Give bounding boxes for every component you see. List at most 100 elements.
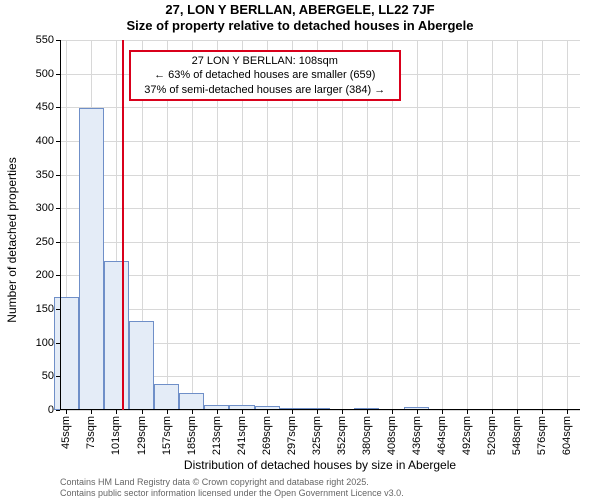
gridline [60,141,580,142]
y-tick-label: 500 [24,68,54,80]
x-tick-mark [417,410,418,414]
y-tick-label: 350 [24,169,54,181]
v-gridline [542,40,543,410]
footer-line2: Contains public sector information licen… [60,488,404,499]
x-tick-label: 492sqm [461,416,473,455]
y-axis-label: Number of detached properties [5,110,19,370]
y-tick-label: 250 [24,236,54,248]
x-tick-label: 129sqm [136,416,148,455]
y-tick-mark [56,343,60,344]
title-line1: 27, LON Y BERLLAN, ABERGELE, LL22 7JF [0,2,600,17]
x-tick-mark [217,410,218,414]
y-tick-label: 200 [24,269,54,281]
v-gridline [442,40,443,410]
x-tick-mark [91,410,92,414]
v-gridline [517,40,518,410]
x-tick-label: 157sqm [161,416,173,455]
gridline [60,309,580,310]
x-tick-label: 213sqm [211,416,223,455]
x-tick-mark [242,410,243,414]
x-tick-mark [392,410,393,414]
x-tick-label: 101sqm [110,416,122,455]
y-tick-mark [56,309,60,310]
y-tick-mark [56,40,60,41]
x-tick-mark [367,410,368,414]
x-tick-mark [342,410,343,414]
y-tick-label: 100 [24,337,54,349]
y-tick-mark [56,376,60,377]
gridline [60,275,580,276]
gridline [60,107,580,108]
title-line2: Size of property relative to detached ho… [0,18,600,33]
annotation-line2: ← 63% of detached houses are smaller (65… [135,68,395,82]
x-tick-label: 325sqm [311,416,323,455]
histogram-bar [154,384,179,410]
x-tick-mark [267,410,268,414]
annotation-box: 27 LON Y BERLLAN: 108sqm← 63% of detache… [129,50,401,101]
x-tick-label: 464sqm [436,416,448,455]
chart-root: 27, LON Y BERLLAN, ABERGELE, LL22 7JF Si… [0,0,600,500]
x-tick-mark [542,410,543,414]
gridline [60,175,580,176]
x-tick-label: 520sqm [486,416,498,455]
reference-line [122,40,124,410]
x-tick-mark [192,410,193,414]
y-tick-mark [56,107,60,108]
y-tick-label: 0 [24,404,54,416]
x-tick-label: 45sqm [60,416,72,449]
annotation-line1: 27 LON Y BERLLAN: 108sqm [135,54,395,68]
y-axis-line [60,40,61,410]
histogram-bar [104,261,129,410]
v-gridline [567,40,568,410]
x-axis-line [60,409,580,410]
footer-attribution: Contains HM Land Registry data © Crown c… [60,477,404,499]
x-axis-label: Distribution of detached houses by size … [60,458,580,472]
x-tick-mark [467,410,468,414]
x-tick-mark [292,410,293,414]
gridline [60,208,580,209]
x-tick-mark [167,410,168,414]
x-tick-mark [66,410,67,414]
x-tick-mark [116,410,117,414]
x-tick-label: 548sqm [511,416,523,455]
x-tick-label: 269sqm [261,416,273,455]
histogram-bar [79,108,104,410]
y-tick-label: 50 [24,370,54,382]
x-tick-label: 73sqm [85,416,97,449]
y-tick-label: 450 [24,101,54,113]
x-tick-label: 380sqm [361,416,373,455]
gridline [60,410,580,411]
y-tick-label: 150 [24,303,54,315]
v-gridline [417,40,418,410]
x-tick-mark [317,410,318,414]
gridline [60,242,580,243]
histogram-bar [129,321,154,410]
histogram-bar [179,393,204,410]
histogram-bar [54,297,79,410]
x-tick-label: 408sqm [386,416,398,455]
x-tick-mark [492,410,493,414]
x-tick-label: 604sqm [561,416,573,455]
y-tick-mark [56,275,60,276]
x-tick-label: 241sqm [236,416,248,455]
y-tick-mark [56,208,60,209]
v-gridline [467,40,468,410]
y-tick-mark [56,74,60,75]
plot-area: 05010015020025030035040045050055045sqm73… [60,40,580,410]
v-gridline [492,40,493,410]
y-tick-label: 400 [24,135,54,147]
y-tick-mark [56,410,60,411]
y-tick-mark [56,175,60,176]
annotation-line3: 37% of semi-detached houses are larger (… [135,83,395,97]
x-tick-label: 352sqm [336,416,348,455]
gridline [60,40,580,41]
x-tick-label: 576sqm [536,416,548,455]
footer-line1: Contains HM Land Registry data © Crown c… [60,477,404,488]
x-tick-mark [442,410,443,414]
y-tick-mark [56,242,60,243]
x-tick-label: 297sqm [286,416,298,455]
x-tick-label: 436sqm [411,416,423,455]
x-tick-mark [567,410,568,414]
x-tick-label: 185sqm [186,416,198,455]
y-tick-mark [56,141,60,142]
